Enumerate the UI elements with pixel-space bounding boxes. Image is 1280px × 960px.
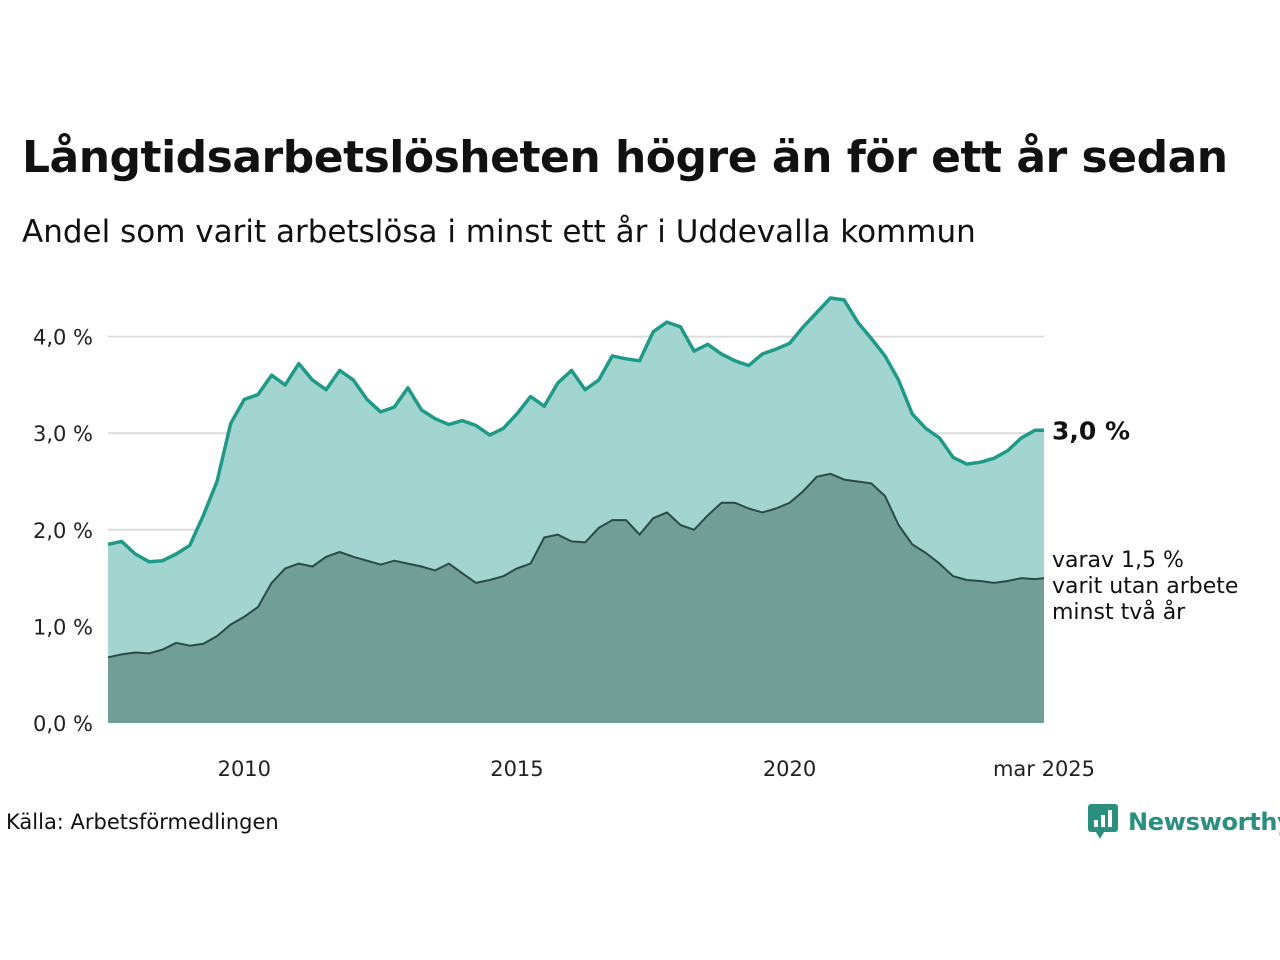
y-tick-label: 2,0 % xyxy=(33,519,93,543)
area-chart: 0,0 % 1,0 % 2,0 % 3,0 % 4,0 % 2010 2015 2020 ma… xyxy=(33,296,1238,781)
end-label-sub: varav 1,5 % xyxy=(1052,548,1184,573)
x-tick-label: mar 2025 xyxy=(993,757,1095,781)
x-axis-ticks: 2010 2015 2020 mar 2025 xyxy=(218,757,1095,781)
chart-subtitle: Andel som varit arbetslösa i minst ett å… xyxy=(22,214,976,250)
y-tick-label: 4,0 % xyxy=(33,326,93,350)
brand-name: Newsworthy xyxy=(1128,808,1280,836)
x-tick-label: 2010 xyxy=(218,757,271,781)
y-tick-label: 0,0 % xyxy=(33,712,93,736)
line-sub xyxy=(107,472,1045,659)
end-label-main: 3,0 % xyxy=(1052,416,1130,445)
x-tick-label: 2015 xyxy=(490,757,543,781)
chart-title: Långtidsarbetslösheten högre än för ett … xyxy=(22,132,1228,183)
line-main xyxy=(107,296,1044,564)
newsworthy-logo[interactable]: Newsworthy xyxy=(1088,804,1280,840)
chart-areas xyxy=(108,298,1044,723)
end-label-sub: varit utan arbete xyxy=(1052,574,1238,599)
y-axis-ticks: 0,0 % 1,0 % 2,0 % 3,0 % 4,0 % xyxy=(33,326,93,736)
end-label-sub: minst två år xyxy=(1052,599,1186,625)
y-tick-label: 1,0 % xyxy=(33,615,93,639)
newsworthy-logo-icon xyxy=(1088,804,1118,839)
source-note: Källa: Arbetsförmedlingen xyxy=(6,810,279,834)
chart-lines xyxy=(107,296,1045,659)
y-tick-label: 3,0 % xyxy=(33,422,93,446)
x-tick-label: 2020 xyxy=(763,757,816,781)
area-sub xyxy=(108,473,1044,723)
